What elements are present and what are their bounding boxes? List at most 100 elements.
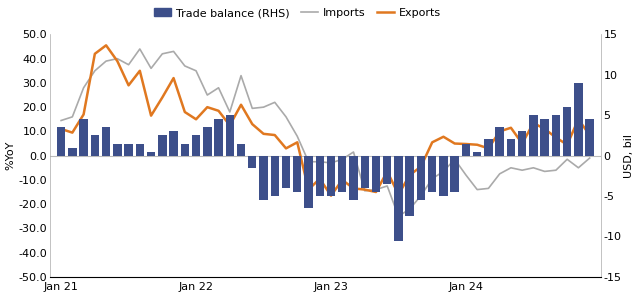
Imports <box>271 100 278 104</box>
Bar <box>574 83 582 156</box>
Imports <box>113 57 121 60</box>
Imports <box>586 156 593 160</box>
Exports <box>113 59 121 63</box>
Exports <box>428 141 436 144</box>
Imports <box>462 173 470 177</box>
Exports <box>484 147 492 150</box>
Imports <box>406 207 413 211</box>
Imports <box>484 187 492 190</box>
Exports <box>125 83 132 87</box>
Imports <box>136 47 143 51</box>
Bar <box>394 156 403 240</box>
Imports <box>496 172 504 176</box>
Bar <box>461 144 470 156</box>
Imports <box>293 134 301 138</box>
Exports <box>192 117 200 121</box>
Bar <box>259 156 268 200</box>
Bar <box>406 156 414 216</box>
Imports <box>80 86 88 90</box>
Exports <box>552 136 560 139</box>
Bar <box>451 156 459 192</box>
Bar <box>439 156 447 196</box>
Imports <box>282 115 290 119</box>
Exports <box>507 126 515 130</box>
Imports <box>383 184 391 188</box>
Imports <box>428 177 436 181</box>
Bar <box>124 144 132 156</box>
Exports <box>271 133 278 137</box>
Bar <box>79 119 88 156</box>
Imports <box>147 66 155 70</box>
Imports <box>563 158 571 161</box>
Imports <box>507 166 515 170</box>
Exports <box>91 52 99 56</box>
Imports <box>541 170 548 173</box>
Imports <box>102 59 110 63</box>
Exports <box>181 110 189 114</box>
Bar <box>180 144 189 156</box>
Imports <box>361 189 369 193</box>
Exports <box>237 103 245 106</box>
Bar <box>57 127 65 156</box>
Bar <box>360 156 369 188</box>
Imports <box>575 166 582 170</box>
Bar <box>417 156 425 200</box>
Exports <box>575 117 582 121</box>
Bar <box>293 156 301 192</box>
Exports <box>248 122 256 126</box>
Bar <box>147 152 156 156</box>
Exports <box>462 142 470 146</box>
Bar <box>473 152 481 156</box>
Imports <box>170 49 177 53</box>
Imports <box>68 115 76 119</box>
Exports <box>204 105 211 109</box>
Bar <box>225 115 234 156</box>
Exports <box>383 170 391 173</box>
Imports <box>372 188 380 191</box>
Bar <box>316 156 324 196</box>
Bar <box>91 136 99 156</box>
Bar <box>383 156 392 184</box>
Imports <box>327 161 335 165</box>
Imports <box>305 160 312 164</box>
Imports <box>214 86 222 90</box>
Exports <box>563 143 571 147</box>
Bar <box>214 119 223 156</box>
Exports <box>293 141 301 144</box>
Exports <box>541 127 548 131</box>
Exports <box>417 165 425 168</box>
Bar <box>271 156 279 196</box>
Exports <box>451 142 458 145</box>
Imports <box>316 160 324 164</box>
Y-axis label: USD, bil: USD, bil <box>625 134 634 178</box>
Exports <box>372 190 380 194</box>
Imports <box>349 150 357 154</box>
Exports <box>226 124 234 127</box>
Exports <box>327 194 335 198</box>
Exports <box>136 69 143 73</box>
Imports <box>339 158 346 161</box>
Bar <box>372 156 380 192</box>
Line: Exports: Exports <box>61 45 589 196</box>
Bar <box>563 107 572 156</box>
Imports <box>159 52 166 56</box>
Exports <box>339 178 346 182</box>
Bar <box>304 156 313 208</box>
Imports <box>192 69 200 73</box>
Bar <box>349 156 358 200</box>
Exports <box>349 187 357 190</box>
Bar <box>68 148 77 156</box>
Bar <box>248 156 257 168</box>
Exports <box>159 96 166 99</box>
Exports <box>102 44 110 47</box>
Bar <box>495 127 504 156</box>
Bar <box>507 139 515 156</box>
Exports <box>518 142 526 145</box>
Exports <box>282 147 290 150</box>
Bar <box>136 144 144 156</box>
Exports <box>395 193 403 196</box>
Exports <box>260 132 268 136</box>
Imports <box>552 168 560 172</box>
Bar <box>518 131 526 156</box>
Legend: Trade balance (RHS), Imports, Exports: Trade balance (RHS), Imports, Exports <box>150 4 446 22</box>
